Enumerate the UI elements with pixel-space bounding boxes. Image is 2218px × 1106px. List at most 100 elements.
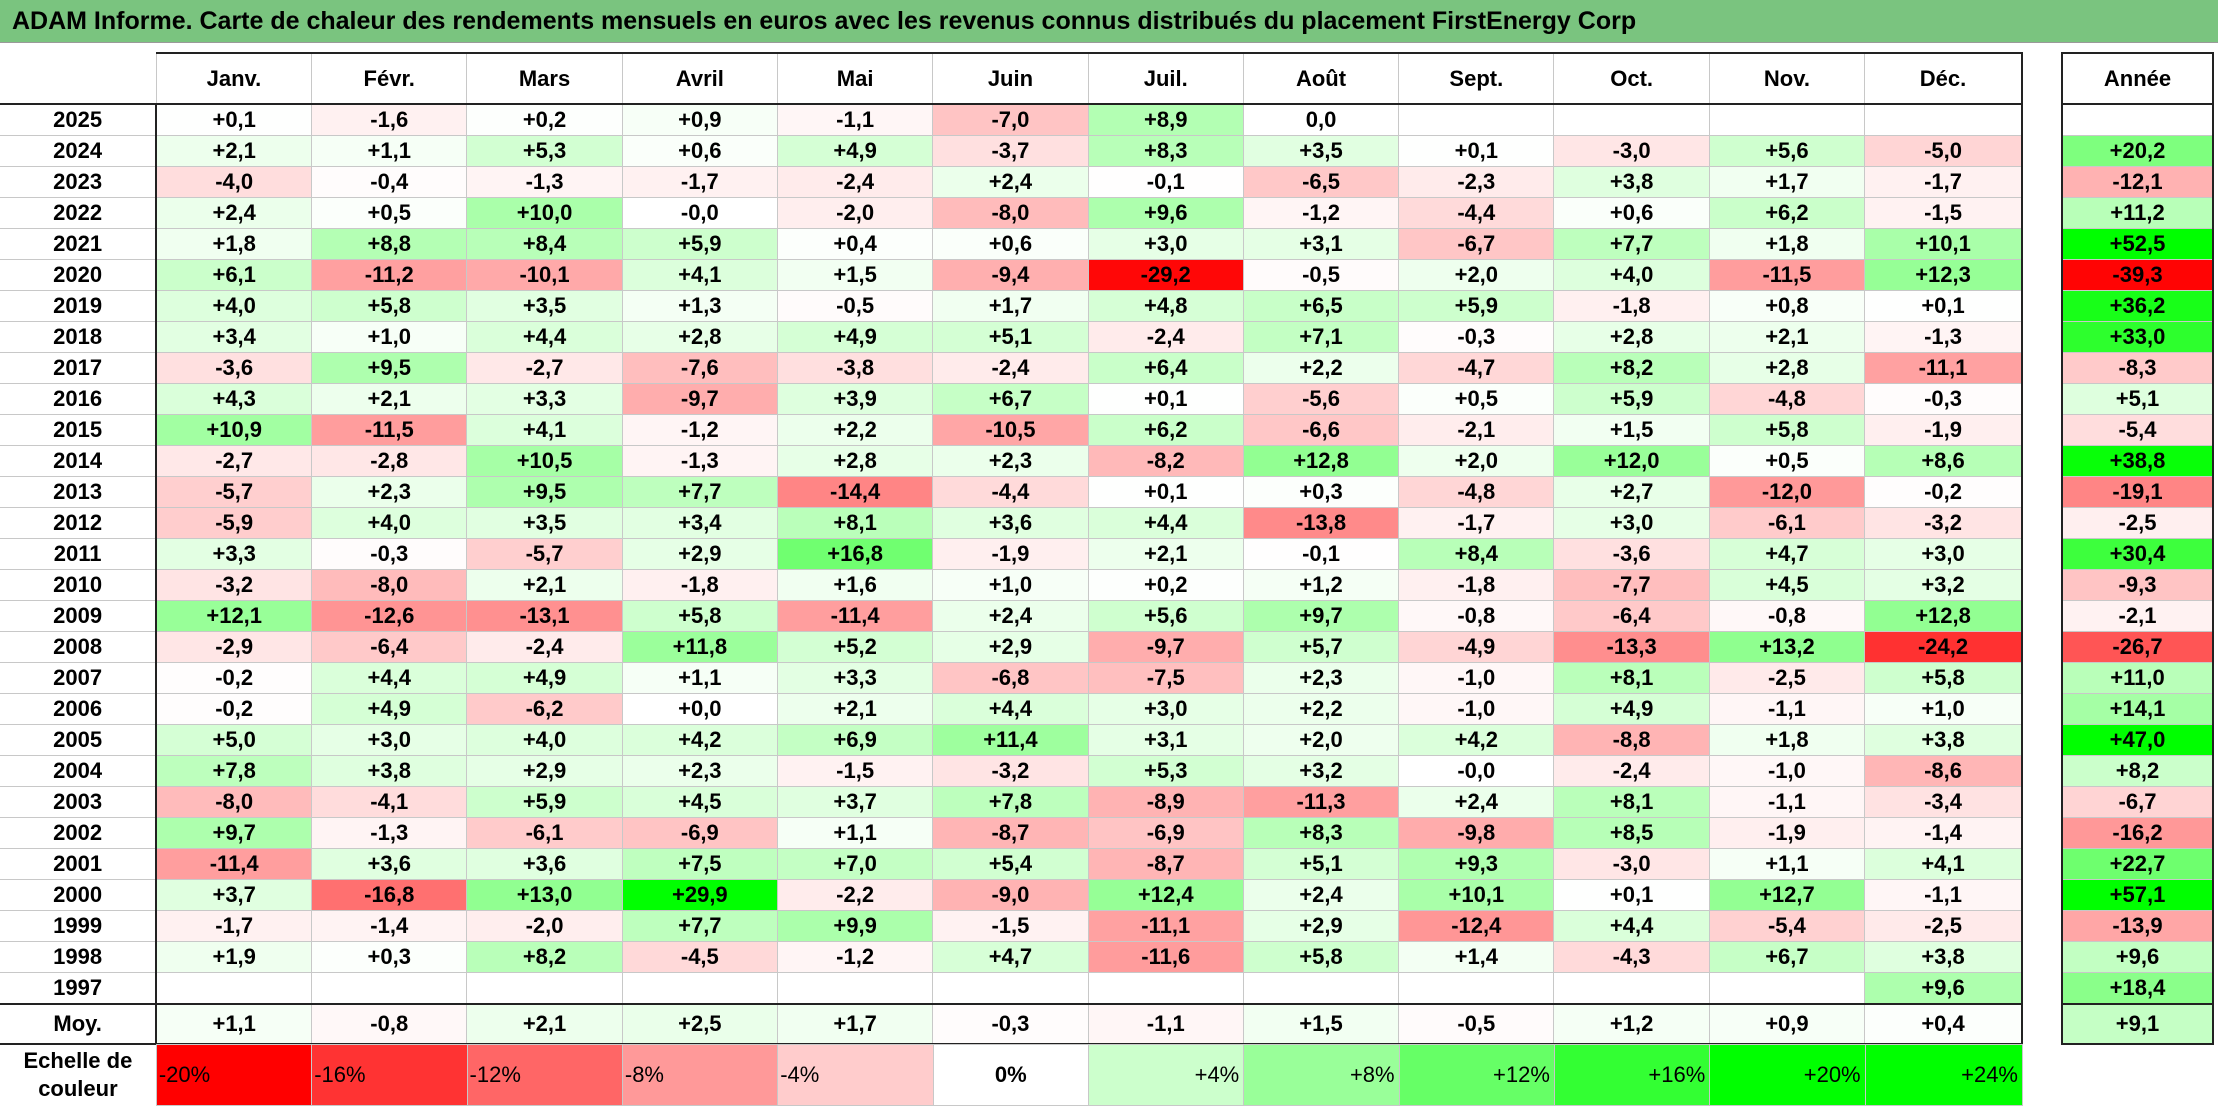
heatmap-cell: -13,8 bbox=[1242, 507, 1400, 539]
heatmap-cell: +0,6 bbox=[932, 228, 1089, 260]
heatmap-cell: +9,6 bbox=[1087, 197, 1244, 229]
heatmap-cell: +7,0 bbox=[776, 848, 934, 880]
table-row: 2004 +7,8 +3,8 +2,9 +2,3 -1,5 -3,2 +5,3 +3,2 -0,0… bbox=[0, 755, 2024, 787]
heatmap-cell: +0,3 bbox=[311, 941, 468, 973]
heatmap-cell: +5,8 bbox=[311, 290, 468, 322]
heatmap-cell: -11,4 bbox=[776, 600, 934, 632]
heatmap-cell: -6,6 bbox=[1242, 414, 1400, 446]
scale-swatch: +8% bbox=[1243, 1044, 1400, 1106]
annual-cell: -12,1 bbox=[2061, 166, 2214, 198]
heatmap-cell: -6,5 bbox=[1242, 166, 1400, 198]
table-row: 1998 +1,9 +0,3 +8,2 -4,5 -1,2 +4,7 -11,6 +5,8 +1,… bbox=[0, 941, 2024, 973]
table-row: 2022 +2,4 +0,5 +10,0 -0,0 -2,0 -8,0 +9,6 -1,2 -4,… bbox=[0, 197, 2024, 229]
heatmap-cell: +4,4 bbox=[466, 321, 623, 353]
annual-cell: -19,1 bbox=[2061, 476, 2214, 508]
heatmap-cell: -3,6 bbox=[155, 352, 313, 384]
heatmap-cell: -5,0 bbox=[1864, 135, 2024, 167]
heatmap-cell: +5,9 bbox=[1553, 383, 1710, 415]
heatmap-cell: -9,8 bbox=[1398, 817, 1555, 849]
heatmap-cell: -0,8 bbox=[1398, 600, 1555, 632]
heatmap-cell: -2,0 bbox=[466, 910, 623, 942]
heatmap-cell: +0,3 bbox=[1242, 476, 1400, 508]
heatmap-cell: +3,5 bbox=[466, 507, 623, 539]
heatmap-cell bbox=[466, 972, 623, 1005]
heatmap-cell: +1,1 bbox=[311, 135, 468, 167]
heatmap-cell: +8,4 bbox=[1398, 538, 1555, 570]
heatmap-cell: -5,4 bbox=[1708, 910, 1866, 942]
heatmap-cell: -1,1 bbox=[1864, 879, 2024, 911]
table-row: 2012 -5,9 +4,0 +3,5 +3,4 +8,1 +3,6 +4,4 -13,8 -1,… bbox=[0, 507, 2024, 539]
heatmap-cell: -1,8 bbox=[621, 569, 778, 601]
heatmap-cell: +5,6 bbox=[1087, 600, 1244, 632]
heatmap-cell: +2,1 bbox=[776, 693, 934, 725]
heatmap-cell: -1,6 bbox=[311, 103, 468, 136]
annual-cell: +22,7 bbox=[2061, 848, 2214, 880]
heatmap-cell: -24,2 bbox=[1864, 631, 2024, 663]
heatmap-cell: +11,4 bbox=[932, 724, 1089, 756]
heatmap-cell: -13,3 bbox=[1553, 631, 1710, 663]
heatmap-cell: +8,8 bbox=[311, 228, 468, 260]
heatmap-cell: +9,9 bbox=[776, 910, 934, 942]
scale-swatch: +16% bbox=[1553, 1044, 1711, 1106]
heatmap-cell: +4,4 bbox=[1087, 507, 1244, 539]
heatmap-cell: -4,7 bbox=[1398, 352, 1555, 384]
heatmap-cell: +16,8 bbox=[776, 538, 934, 570]
heatmap-cell: +12,8 bbox=[1242, 445, 1400, 477]
heatmap-cell: -1,9 bbox=[932, 538, 1089, 570]
heatmap-cell: -1,8 bbox=[1398, 569, 1555, 601]
annual-cell: -6,7 bbox=[2061, 786, 2214, 818]
heatmap-cell bbox=[776, 972, 934, 1005]
heatmap-cell: +13,0 bbox=[466, 879, 623, 911]
table-row: 2002 +9,7 -1,3 -6,1 -6,9 +1,1 -8,7 -6,9 +8,3 -9,8… bbox=[0, 817, 2024, 849]
annual-cell: +38,8 bbox=[2061, 445, 2214, 477]
heatmap-cell: -14,4 bbox=[776, 476, 934, 508]
annual-cell: -26,7 bbox=[2061, 631, 2214, 663]
heatmap-cell: +3,3 bbox=[776, 662, 934, 694]
heatmap-cell: -3,8 bbox=[776, 352, 934, 384]
heatmap-cell: +2,0 bbox=[1242, 724, 1400, 756]
annual-cell: -9,3 bbox=[2061, 569, 2214, 601]
year-label: 2014 bbox=[0, 445, 158, 477]
heatmap-cell: +2,9 bbox=[466, 755, 623, 787]
heatmap-cell: -1,9 bbox=[1864, 414, 2024, 446]
heatmap-cell: -1,1 bbox=[1708, 693, 1866, 725]
annual-cell: +52,5 bbox=[2061, 228, 2214, 260]
heatmap-cell: +12,4 bbox=[1087, 879, 1244, 911]
heatmap-cell: +7,8 bbox=[932, 786, 1089, 818]
year-label: 2002 bbox=[0, 817, 158, 849]
heatmap-cell: +4,3 bbox=[155, 383, 313, 415]
heatmap-cell: -11,1 bbox=[1087, 910, 1244, 942]
annual-returns-column: Année +20,2 -12,1 +11,2 +52,5 -39,3 +36,2 +33,0… bbox=[2061, 52, 2214, 1045]
table-row: 2003 -8,0 -4,1 +5,9 +4,5 +3,7 +7,8 -8,9 -11,3 +2,… bbox=[0, 786, 2024, 818]
average-cell: +1,7 bbox=[776, 1003, 934, 1045]
heatmap-cell: +0,1 bbox=[1398, 135, 1555, 167]
heatmap-cell: +6,7 bbox=[932, 383, 1089, 415]
heatmap-cell: -1,5 bbox=[776, 755, 934, 787]
heatmap-cell: +7,8 bbox=[155, 755, 313, 787]
heatmap-cell: -10,5 bbox=[932, 414, 1089, 446]
heatmap-cell: -8,7 bbox=[932, 817, 1089, 849]
heatmap-cell: -0,2 bbox=[155, 662, 313, 694]
heatmap-cell: +3,9 bbox=[776, 383, 934, 415]
heatmap-cell: +3,8 bbox=[1553, 166, 1710, 198]
year-label: 2021 bbox=[0, 228, 158, 260]
heatmap-cell bbox=[1398, 103, 1555, 136]
heatmap-cell: +5,8 bbox=[1708, 414, 1866, 446]
heatmap-cell: -6,7 bbox=[1398, 228, 1555, 260]
heatmap-cell: +1,2 bbox=[1242, 569, 1400, 601]
heatmap-cell: -11,1 bbox=[1864, 352, 2024, 384]
heatmap-cell: +10,9 bbox=[155, 414, 313, 446]
heatmap-cell: -29,2 bbox=[1087, 259, 1244, 291]
month-header: Juil. bbox=[1087, 52, 1244, 105]
heatmap-cell: +9,3 bbox=[1398, 848, 1555, 880]
heatmap-cell: -11,6 bbox=[1087, 941, 1244, 973]
heatmap-cell: -0,3 bbox=[311, 538, 468, 570]
heatmap-cell: +3,6 bbox=[311, 848, 468, 880]
annual-cell: +18,4 bbox=[2061, 972, 2214, 1005]
heatmap-cell: +0,5 bbox=[311, 197, 468, 229]
heatmap-cell: -7,7 bbox=[1553, 569, 1710, 601]
heatmap-cell: -7,6 bbox=[621, 352, 778, 384]
heatmap-cell: +1,5 bbox=[1553, 414, 1710, 446]
heatmap-cell: +5,2 bbox=[776, 631, 934, 663]
heatmap-cell: -0,3 bbox=[1864, 383, 2024, 415]
